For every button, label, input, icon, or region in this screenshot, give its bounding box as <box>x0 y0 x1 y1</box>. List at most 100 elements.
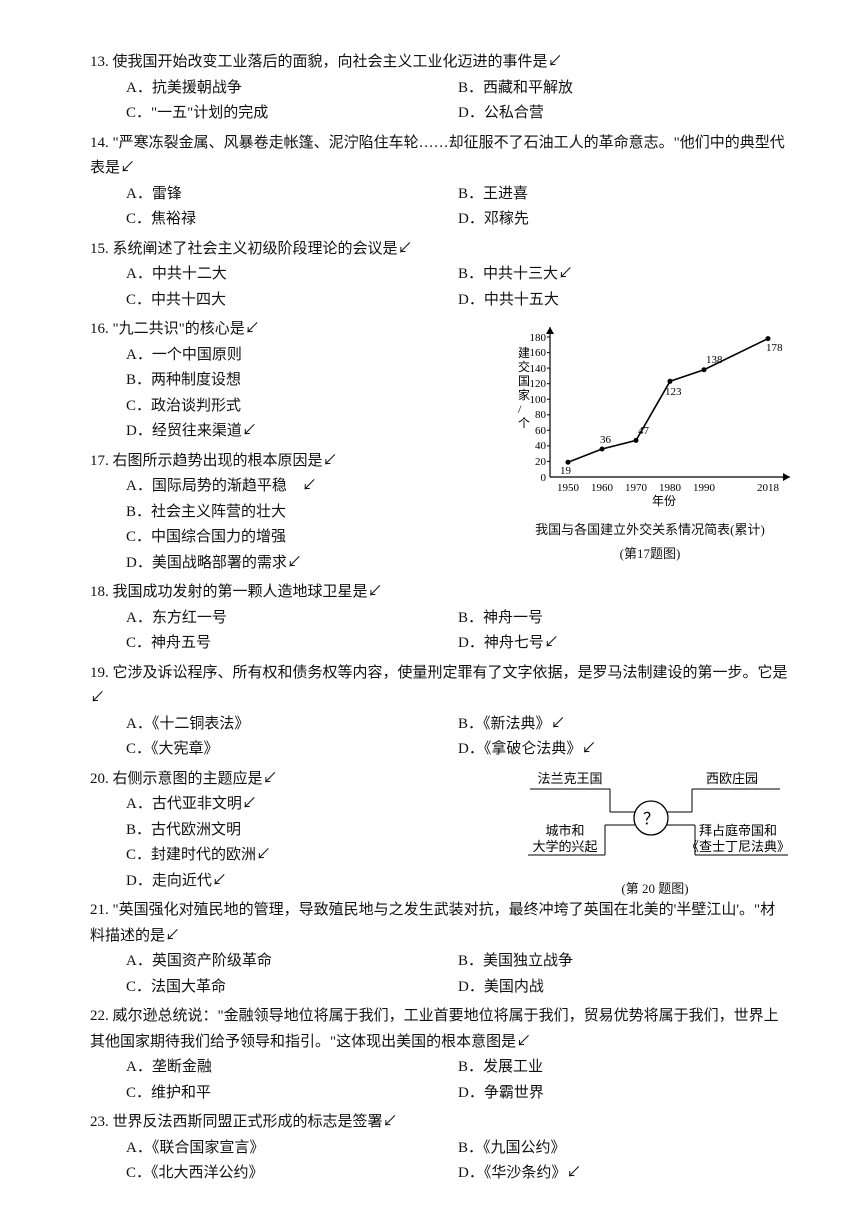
q18-stem: 我国成功发射的第一颗人造地球卫星是↙ <box>113 584 383 600</box>
q18-text: 18. 我国成功发射的第一颗人造地球卫星是↙ <box>90 580 790 606</box>
q21-options: A．英国资产阶级革命 B．美国独立战争 C．法国大革命 D．美国内战 <box>90 949 790 1000</box>
q18-options: A．东方红一号 B．神舟一号 C．神舟五号 D．神舟七号↙ <box>90 606 790 657</box>
q20-block: 法兰克王国 西欧庄园 城市和 大学的兴起 拜占庭帝国和 《查士丁尼法典》 ？ (… <box>90 767 790 895</box>
q14-opt-b: B．王进喜 <box>458 182 790 208</box>
q17-text: 17. 右图所示趋势出现的根本原因是↙ <box>90 449 790 475</box>
question-22: 22. 威尔逊总统说："金融领导地位将属于我们，工业首要地位将属于我们，贸易优势… <box>90 1004 790 1106</box>
q17-stem: 右图所示趋势出现的根本原因是↙ <box>113 453 338 469</box>
q22-stem: 威尔逊总统说："金融领导地位将属于我们，工业首要地位将属于我们，贸易优势将属于我… <box>90 1008 779 1050</box>
q18-num: 18. <box>90 584 109 600</box>
q14-text: 14. "严寒冻裂金属、风暴卷走帐篷、泥泞陷住车轮……却征服不了石油工人的革命意… <box>90 131 790 182</box>
q18-opt-c: C．神舟五号 <box>126 631 458 657</box>
q23-num: 23. <box>90 1114 109 1130</box>
q22-opt-b: B．发展工业 <box>458 1055 790 1081</box>
q13-opt-a: A．抗美援朝战争 <box>126 76 458 102</box>
q23-stem: 世界反法西斯同盟正式形成的标志是签署↙ <box>113 1114 398 1130</box>
question-16: 16. "九二共识"的核心是↙ A．一个中国原则 B．两种制度设想 C．政治谈判… <box>90 317 790 445</box>
q18-opt-d: D．神舟七号↙ <box>458 631 790 657</box>
question-13: 13. 使我国开始改变工业落后的面貌，向社会主义工业化迈进的事件是↙ A．抗美援… <box>90 50 790 127</box>
q14-stem: "严寒冻裂金属、风暴卷走帐篷、泥泞陷住车轮……却征服不了石油工人的革命意志。"他… <box>90 135 785 177</box>
q16-opt-d: D．经贸往来渠道↙ <box>126 419 790 445</box>
q19-text: 19. 它涉及诉讼程序、所有权和债务权等内容，使量刑定罪有了文字依据，是罗马法制… <box>90 661 790 712</box>
q15-stem: 系统阐述了社会主义初级阶段理论的会议是↙ <box>113 241 413 257</box>
q16-q17-block: 0 20 40 60 80 100 120 140 160 180 1950 1… <box>90 317 790 576</box>
question-14: 14. "严寒冻裂金属、风暴卷走帐篷、泥泞陷住车轮……却征服不了石油工人的革命意… <box>90 131 790 233</box>
q19-num: 19. <box>90 665 109 681</box>
q13-num: 13. <box>90 54 109 70</box>
q16-text: 16. "九二共识"的核心是↙ <box>90 317 790 343</box>
q19-opt-c: C．《大宪章》 <box>126 737 458 763</box>
q15-opt-d: D．中共十五大 <box>458 288 790 314</box>
question-23: 23. 世界反法西斯同盟正式形成的标志是签署↙ A．《联合国家宣言》 B．《九国… <box>90 1110 790 1187</box>
q20-text: 20. 右侧示意图的主题应是↙ <box>90 767 790 793</box>
q15-options: A．中共十二大 B．中共十三大↙ C．中共十四大 D．中共十五大 <box>90 262 790 313</box>
q23-options: A．《联合国家宣言》 B．《九国公约》 C．《北大西洋公约》 D．《华沙条约》↙ <box>90 1136 790 1187</box>
q21-text: 21. "英国强化对殖民地的管理，导致殖民地与之发生武装对抗，最终冲垮了英国在北… <box>90 898 790 949</box>
q14-opt-a: A．雷锋 <box>126 182 458 208</box>
q20-opt-c: C．封建时代的欧洲↙ <box>126 843 790 869</box>
q22-num: 22. <box>90 1008 109 1024</box>
q18-opt-b: B．神舟一号 <box>458 606 790 632</box>
question-15: 15. 系统阐述了社会主义初级阶段理论的会议是↙ A．中共十二大 B．中共十三大… <box>90 237 790 314</box>
q14-options: A．雷锋 B．王进喜 C．焦裕禄 D．邓稼先 <box>90 182 790 233</box>
q13-stem: 使我国开始改变工业落后的面貌，向社会主义工业化迈进的事件是↙ <box>113 54 563 70</box>
q19-opt-d: D．《拿破仑法典》↙ <box>458 737 790 763</box>
question-21: 21. "英国强化对殖民地的管理，导致殖民地与之发生武装对抗，最终冲垮了英国在北… <box>90 898 790 1000</box>
q16-num: 16. <box>90 321 109 337</box>
q21-stem: "英国强化对殖民地的管理，导致殖民地与之发生武装对抗，最终冲垮了英国在北美的'半… <box>90 902 775 944</box>
q20-num: 20. <box>90 771 109 787</box>
q19-opt-a: A．《十二铜表法》 <box>126 712 458 738</box>
q17-opt-c: C．中国综合国力的增强 <box>126 525 790 551</box>
q19-stem: 它涉及诉讼程序、所有权和债务权等内容，使量刑定罪有了文字依据，是罗马法制建设的第… <box>90 665 788 707</box>
q13-opt-b: B．西藏和平解放 <box>458 76 790 102</box>
q15-opt-b: B．中共十三大↙ <box>458 262 790 288</box>
q21-num: 21. <box>90 902 109 918</box>
q23-text: 23. 世界反法西斯同盟正式形成的标志是签署↙ <box>90 1110 790 1136</box>
q13-text: 13. 使我国开始改变工业落后的面貌，向社会主义工业化迈进的事件是↙ <box>90 50 790 76</box>
q21-opt-d: D．美国内战 <box>458 975 790 1001</box>
q22-options: A．垄断金融 B．发展工业 C．维护和平 D．争霸世界 <box>90 1055 790 1106</box>
q16-options: A．一个中国原则 B．两种制度设想 C．政治谈判形式 D．经贸往来渠道↙ <box>90 343 790 445</box>
q16-opt-a: A．一个中国原则 <box>126 343 790 369</box>
q14-opt-d: D．邓稼先 <box>458 207 790 233</box>
q15-text: 15. 系统阐述了社会主义初级阶段理论的会议是↙ <box>90 237 790 263</box>
q21-opt-c: C．法国大革命 <box>126 975 458 1001</box>
q20-opt-b: B．古代欧洲文明 <box>126 818 790 844</box>
q20-opt-a: A．古代亚非文明↙ <box>126 792 790 818</box>
q21-opt-b: B．美国独立战争 <box>458 949 790 975</box>
q23-opt-c: C．《北大西洋公约》 <box>126 1161 458 1187</box>
q17-opt-b: B．社会主义阵营的壮大 <box>126 500 790 526</box>
question-18: 18. 我国成功发射的第一颗人造地球卫星是↙ A．东方红一号 B．神舟一号 C．… <box>90 580 790 657</box>
q22-opt-d: D．争霸世界 <box>458 1081 790 1107</box>
q22-opt-a: A．垄断金融 <box>126 1055 458 1081</box>
q14-opt-c: C．焦裕禄 <box>126 207 458 233</box>
q23-opt-a: A．《联合国家宣言》 <box>126 1136 458 1162</box>
q20-opt-d: D．走向近代↙ <box>126 869 790 895</box>
question-19: 19. 它涉及诉讼程序、所有权和债务权等内容，使量刑定罪有了文字依据，是罗马法制… <box>90 661 790 763</box>
q17-num: 17. <box>90 453 109 469</box>
question-17: 17. 右图所示趋势出现的根本原因是↙ A．国际局势的渐趋平稳 ↙ B．社会主义… <box>90 449 790 577</box>
q17-options: A．国际局势的渐趋平稳 ↙ B．社会主义阵营的壮大 C．中国综合国力的增强 D．… <box>90 474 790 576</box>
q13-opt-c: C．"一五"计划的完成 <box>126 101 458 127</box>
q20-stem: 右侧示意图的主题应是↙ <box>113 771 278 787</box>
q16-opt-c: C．政治谈判形式 <box>126 394 790 420</box>
q16-opt-b: B．两种制度设想 <box>126 368 790 394</box>
q21-opt-a: A．英国资产阶级革命 <box>126 949 458 975</box>
q23-opt-d: D．《华沙条约》↙ <box>458 1161 790 1187</box>
q17-opt-a: A．国际局势的渐趋平稳 ↙ <box>126 474 790 500</box>
q16-stem: "九二共识"的核心是↙ <box>113 321 260 337</box>
q14-num: 14. <box>90 135 109 151</box>
question-20: 20. 右侧示意图的主题应是↙ A．古代亚非文明↙ B．古代欧洲文明 C．封建时… <box>90 767 790 895</box>
q20-options: A．古代亚非文明↙ B．古代欧洲文明 C．封建时代的欧洲↙ D．走向近代↙ <box>90 792 790 894</box>
q19-opt-b: B．《新法典》↙ <box>458 712 790 738</box>
q13-opt-d: D．公私合营 <box>458 101 790 127</box>
q18-opt-a: A．东方红一号 <box>126 606 458 632</box>
q22-opt-c: C．维护和平 <box>126 1081 458 1107</box>
q19-options: A．《十二铜表法》 B．《新法典》↙ C．《大宪章》 D．《拿破仑法典》↙ <box>90 712 790 763</box>
q15-opt-c: C．中共十四大 <box>126 288 458 314</box>
q22-text: 22. 威尔逊总统说："金融领导地位将属于我们，工业首要地位将属于我们，贸易优势… <box>90 1004 790 1055</box>
q13-options: A．抗美援朝战争 B．西藏和平解放 C．"一五"计划的完成 D．公私合营 <box>90 76 790 127</box>
q17-opt-d: D．美国战略部署的需求↙ <box>126 551 790 577</box>
q15-opt-a: A．中共十二大 <box>126 262 458 288</box>
q15-num: 15. <box>90 241 109 257</box>
